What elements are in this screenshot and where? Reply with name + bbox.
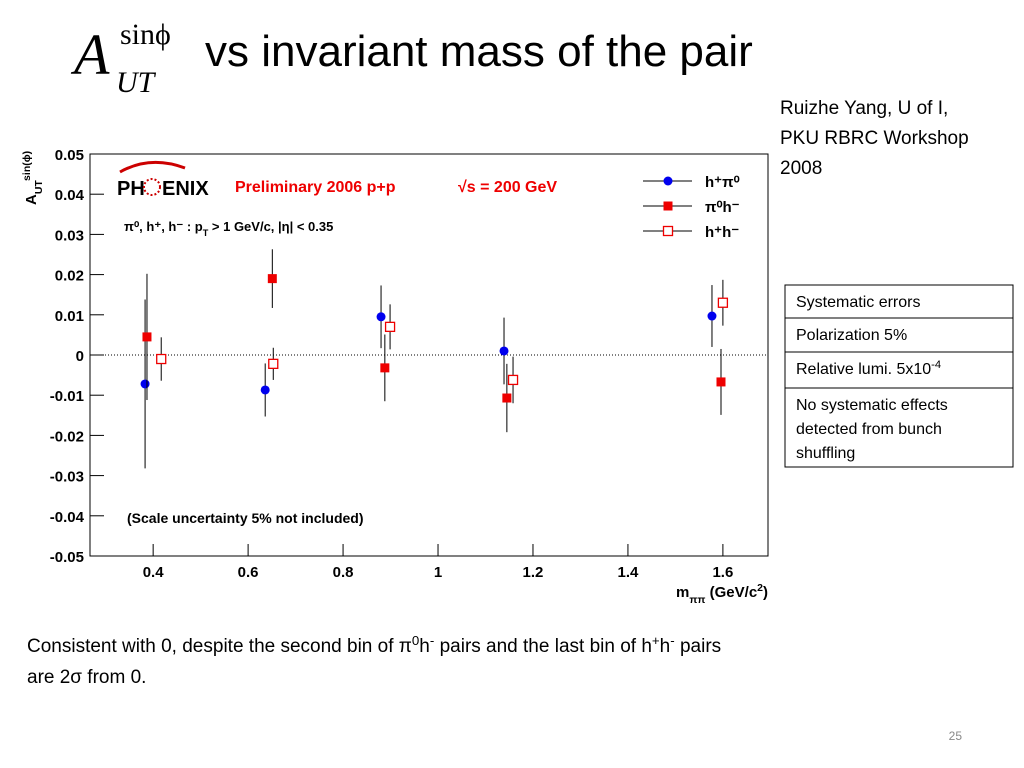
preliminary: Preliminary 2006 p+p (235, 179, 396, 196)
page-number: 25 (949, 729, 963, 743)
x-axis-label-sup: 2 (757, 582, 763, 594)
point (380, 363, 390, 373)
x-tick-label: 1.6 (712, 564, 733, 581)
caption-part: are 2σ from 0. (27, 667, 146, 688)
y-axis-label-part: A (23, 194, 40, 205)
y-tick-label: 0.04 (55, 187, 85, 204)
point (376, 312, 386, 322)
point (507, 374, 519, 386)
point (717, 297, 729, 308)
x-tick-label: 0.6 (238, 564, 259, 581)
table-text: detected from bunch (796, 421, 942, 438)
point (267, 274, 277, 284)
y-tick-label: 0.01 (55, 308, 84, 325)
title-text: vs invariant mass of the pair (205, 27, 753, 76)
x-tick-label: 1 (434, 564, 442, 581)
y-tick-label: -0.02 (50, 428, 84, 445)
point (268, 358, 279, 369)
caption: Consistent with 0, despite the second bi… (27, 633, 721, 658)
legend-label: π⁰h⁻ (705, 199, 740, 216)
legend-marker (663, 201, 673, 211)
point (707, 311, 717, 321)
caption-part: h (660, 636, 671, 657)
y-tick-label: 0 (76, 348, 84, 365)
table-text: Polarization 5% (796, 327, 907, 344)
caption-sup: - (670, 633, 674, 648)
point (502, 393, 512, 403)
y-tick-label: 0.03 (55, 227, 84, 244)
legend-label: h⁺h⁻ (705, 224, 739, 241)
title-sub: UT (116, 66, 157, 99)
x-axis-label-part: ) (763, 584, 768, 601)
caption-part: h (419, 636, 430, 657)
y-tick-label: 0.02 (55, 268, 84, 285)
y-tick-label: -0.05 (50, 549, 84, 566)
legend-marker (662, 225, 674, 237)
caption-part: pairs (675, 636, 721, 657)
cuts-part: π⁰, h⁺, h⁻ : p (124, 219, 203, 234)
table-text: No systematic effects (796, 397, 948, 414)
y-tick-label: -0.03 (50, 469, 84, 486)
note: (Scale uncertainty 5% not included) (127, 510, 364, 526)
y-axis-label-sup: sin(ϕ) (21, 151, 33, 181)
legend-label: h⁺π⁰ (705, 174, 740, 191)
caption-sup: + (652, 633, 660, 648)
y-axis-label-sub: UT (33, 180, 45, 195)
author-line: 2008 (780, 158, 822, 179)
point (140, 379, 150, 389)
point (716, 377, 726, 387)
caption-part: Consistent with 0, despite the second bi… (27, 636, 412, 657)
x-tick-label: 0.8 (333, 564, 354, 581)
x-axis-label-part: (GeV/c (705, 584, 757, 601)
table-text-sup: -4 (931, 359, 941, 371)
y-tick-label: 0.05 (55, 147, 84, 164)
table-cell (784, 351, 1014, 389)
cuts-part: > 1 GeV/c, |η| < 0.35 (208, 219, 333, 234)
caption-sup: 0 (412, 633, 419, 648)
point (384, 321, 396, 333)
table-text-part: Relative lumi. 5x10 (796, 361, 931, 378)
logo-text: PH (117, 178, 145, 200)
title-a: A (70, 22, 110, 87)
logo-star (143, 178, 161, 196)
author-line: Ruizhe Yang, U of I, (780, 98, 948, 119)
x-tick-label: 0.4 (143, 564, 165, 581)
chart: 0.05 0.04 0.03 0.02 0.01 0 -0.01 -0.02 -0.03 -0.0… (21, 147, 769, 606)
table-cell (784, 387, 1014, 468)
cuts: π⁰, h⁺, h⁻ : pT > 1 GeV/c, |η| < 0.35 (124, 219, 333, 238)
point (499, 346, 509, 356)
point (142, 332, 152, 342)
author-line: PKU RBRC Workshop (780, 128, 969, 149)
x-axis-label: mππ (GeV/c2) (676, 582, 768, 606)
y-axis-label: AUTsin(ϕ) (21, 151, 45, 205)
point (156, 353, 167, 365)
y-tick-label: -0.04 (50, 509, 85, 526)
x-tick-label: 1.4 (618, 564, 640, 581)
title-sup: sinϕ (120, 18, 171, 51)
table-text: shuffling (796, 445, 855, 462)
energy: √s = 200 GeV (458, 179, 557, 196)
caption-part: pairs and the last bin of h (434, 636, 652, 657)
legend-marker (663, 176, 673, 186)
point (260, 385, 270, 395)
x-tick-label: 1.2 (523, 564, 544, 581)
x-axis-label-part: m (676, 584, 689, 601)
logo-text: ENIX (162, 178, 209, 200)
table-text: Systematic errors (796, 294, 920, 311)
cuts-sub: T (203, 228, 209, 238)
caption-sup: - (430, 633, 434, 648)
table-cell (784, 317, 1014, 353)
table-text: Relative lumi. 5x10-4 (796, 359, 941, 378)
caption: are 2σ from 0. (27, 667, 146, 688)
logo-swoosh (119, 160, 186, 174)
y-tick-label: -0.01 (50, 388, 84, 405)
table-cell (784, 284, 1014, 319)
x-axis-label-sub: ππ (689, 594, 705, 606)
